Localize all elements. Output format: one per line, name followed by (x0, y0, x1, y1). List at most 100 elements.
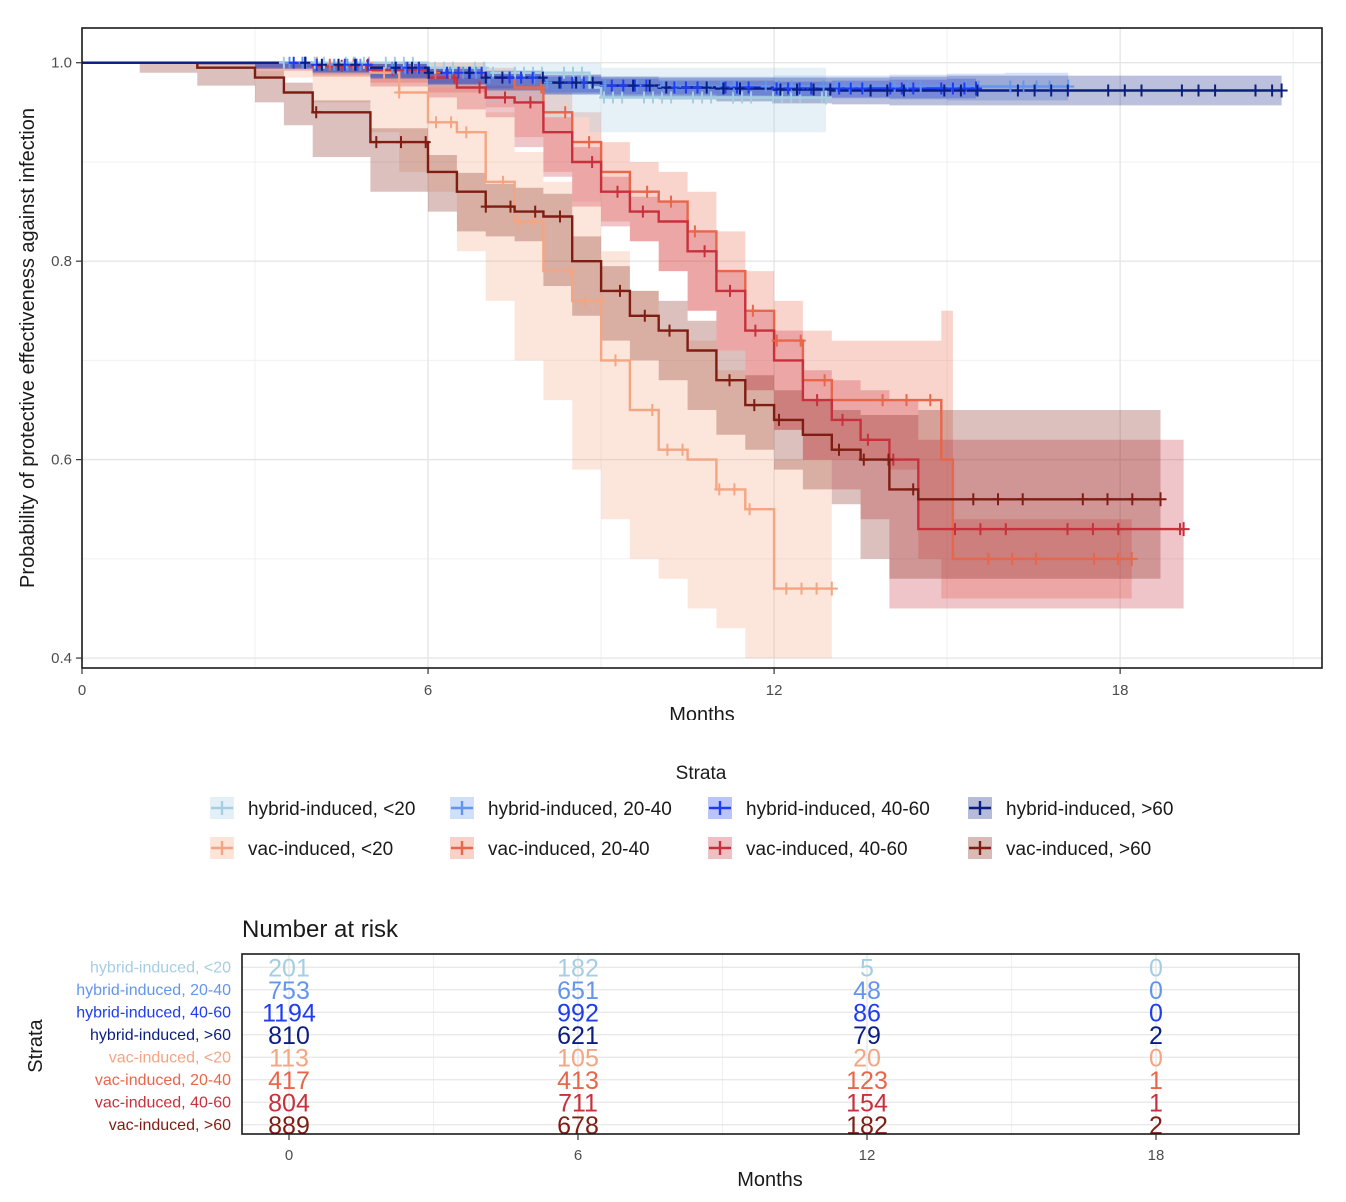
legend-items: hybrid-induced, <20 hybrid-induced, 20-40… (210, 797, 1173, 860)
censor-mark (908, 483, 919, 496)
x-tick-label: 18 (1112, 682, 1129, 699)
censor-mark (1007, 552, 1018, 565)
risk-table: Number at risk hybrid-induced, <20 201 182… (0, 900, 1346, 1200)
censor-mark (446, 116, 457, 129)
curve-vac-induced-gt60 (82, 61, 1161, 501)
censor-mark (714, 483, 725, 496)
legend-label: vac-induced, <20 (248, 839, 393, 860)
censor-mark (706, 91, 717, 104)
risk-count: 810 (268, 1022, 310, 1050)
censor-mark (1012, 84, 1023, 97)
censor-mark (1267, 84, 1278, 97)
y-axis-ticks: 0.4 0.6 0.8 1.0 (51, 55, 82, 667)
censor-mark (662, 443, 673, 456)
censor-mark (811, 582, 822, 595)
censor-mark-end (1275, 83, 1288, 98)
censor-mark (1046, 84, 1057, 97)
censor-mark (525, 96, 536, 109)
legend-label: vac-induced, 40-60 (746, 839, 908, 860)
censor-mark (571, 76, 582, 89)
censor-mark (819, 374, 830, 387)
censor-mark (559, 66, 569, 79)
censor-mark (394, 86, 405, 99)
censor-mark-end (825, 581, 838, 596)
survival-chart: 0 6 12 18 0.4 0.6 0.8 1.0 Months Probability o… (17, 27, 1323, 720)
risk-count: 20 (853, 1044, 881, 1072)
y-axis-label: Probability of protective effectiveness … (17, 108, 39, 588)
risk-count: 182 (557, 954, 599, 982)
censor-mark (857, 82, 868, 95)
censor-mark (968, 493, 979, 506)
risk-row-hybrid-induced-lt20: hybrid-induced, <20 201 182 5 0 (90, 954, 1163, 982)
censor-mark (688, 91, 698, 104)
censor-mark (587, 156, 598, 168)
censor-marks-vac-induced-gt60 (311, 106, 1167, 507)
censor-mark (637, 205, 648, 218)
censor-mark (396, 136, 406, 149)
censor-mark (786, 91, 797, 104)
censor-marks (278, 56, 1288, 596)
censor-mark (939, 84, 950, 97)
censor-mark (453, 66, 464, 79)
censor-mark (834, 443, 844, 456)
risk-count: 413 (557, 1067, 599, 1095)
risk-count: 86 (853, 999, 881, 1027)
censor-mark-end (970, 81, 982, 96)
censor-mark (1210, 84, 1221, 97)
censor-mark (1018, 80, 1029, 93)
censor-mark (775, 83, 786, 96)
censor-mark (718, 82, 729, 95)
censor-mark (795, 334, 806, 347)
censor-mark (480, 200, 491, 213)
censor-mark (743, 81, 754, 94)
censor-mark (818, 80, 829, 93)
censor-mark (950, 523, 960, 536)
censor-mark (371, 136, 382, 149)
censor-mark (527, 71, 538, 84)
censor-mark (666, 195, 676, 208)
censor-mark (639, 91, 649, 104)
censor-mark (615, 284, 625, 297)
censor-mark (812, 394, 823, 407)
censor-mark (497, 71, 508, 84)
risk-row-label: vac-induced, <20 (109, 1049, 231, 1066)
censor-mark (1087, 523, 1098, 536)
legend-item-hybrid-induced-gt60: hybrid-induced, >60 (968, 797, 1173, 820)
censor-mark (474, 81, 485, 94)
risk-row-vac-induced-40-60: vac-induced, 40-60 804 711 154 1 (95, 1089, 1163, 1117)
x-axis-ticks: 0 6 12 18 (78, 668, 1129, 699)
censor-mark (837, 413, 848, 426)
censor-mark (1103, 84, 1114, 97)
risk-count: 113 (269, 1044, 309, 1072)
legend-title: Strata (676, 763, 727, 784)
censor-mark (1005, 80, 1016, 93)
censor-mark (498, 175, 508, 188)
risk-row-label: vac-induced, 40-60 (95, 1094, 231, 1111)
censor-mark (461, 126, 472, 139)
censor-mark (699, 245, 710, 258)
censor-mark (666, 91, 677, 104)
censor-mark (390, 61, 401, 74)
censor-mark (644, 79, 655, 92)
risk-table-panel-border (241, 953, 1300, 1135)
censor-mark (362, 58, 373, 71)
censor-mark (420, 136, 431, 149)
legend-label: vac-induced, 20-40 (488, 839, 650, 860)
censor-mark (595, 294, 606, 307)
x-axis-label: Months (669, 704, 735, 720)
censor-mark (680, 81, 691, 94)
censor-mark (697, 91, 708, 104)
risk-table-y-axis-label: Strata (25, 1018, 47, 1072)
band-vac-induced-20-40 (82, 62, 1132, 599)
censor-mark (737, 91, 748, 104)
x-tick-label: 6 (424, 682, 432, 699)
censor-mark (647, 404, 658, 416)
censor-mark (744, 503, 755, 516)
censor-mark (657, 91, 668, 104)
censor-mark-end (1177, 522, 1190, 537)
censor-mark (1250, 84, 1261, 97)
censor-mark (608, 91, 618, 104)
legend-label: hybrid-induced, 40-60 (746, 799, 930, 820)
risk-count: 417 (268, 1067, 310, 1095)
censor-mark (774, 413, 784, 426)
